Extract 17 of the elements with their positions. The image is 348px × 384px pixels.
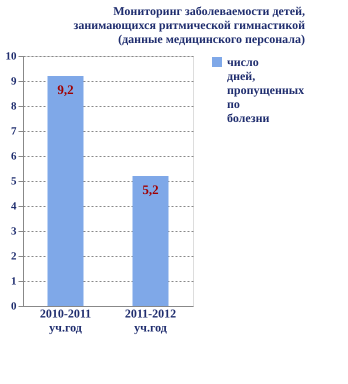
y-tick-label: 0: [11, 300, 17, 312]
y-tick-label: 7: [11, 126, 17, 138]
chart-title: Мониторинг заболеваемости детей, занимающихся ритмической гимнастикой (данные медицинского персонала): [74, 4, 306, 46]
y-tick-label: 1: [11, 276, 16, 288]
y-tick-label: 8: [11, 100, 17, 112]
y-tick-label: 5: [11, 176, 17, 188]
y-tick-label: 3: [11, 226, 17, 238]
y-tick-label: 4: [11, 200, 17, 212]
y-tick-label: 10: [6, 50, 17, 62]
y-tick-label: 9: [11, 76, 17, 88]
legend-label: число дней, пропущенных по болезни: [227, 55, 304, 125]
data-label: 9,2: [57, 82, 74, 97]
x-tick-label: 2010-2011 уч.год: [40, 306, 92, 334]
y-tick-label: 2: [11, 250, 17, 262]
y-tick-label: 6: [11, 150, 17, 162]
x-tick-label: 2011-2012 уч.год: [124, 306, 176, 334]
data-label: 5,2: [142, 182, 159, 197]
